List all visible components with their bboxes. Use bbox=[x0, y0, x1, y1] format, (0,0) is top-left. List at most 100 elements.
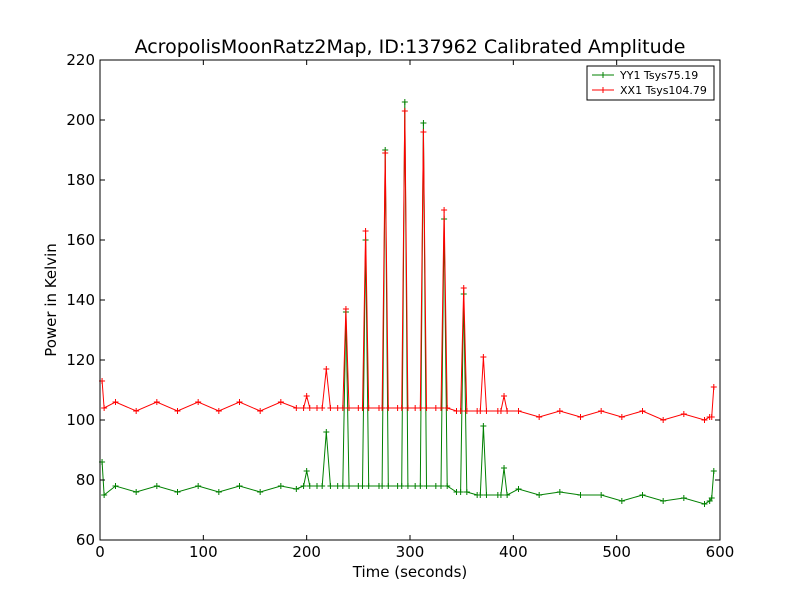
data-point bbox=[215, 489, 222, 495]
data-point bbox=[497, 408, 504, 414]
data-point bbox=[314, 405, 320, 411]
x-tick-label: 100 bbox=[189, 543, 218, 561]
data-point bbox=[639, 408, 646, 414]
data-point bbox=[710, 384, 717, 390]
data-point bbox=[112, 399, 119, 405]
data-point bbox=[618, 414, 625, 420]
data-point bbox=[444, 483, 451, 489]
series-line-1 bbox=[101, 110, 715, 421]
data-point bbox=[404, 483, 411, 489]
data-point bbox=[598, 492, 605, 498]
data-point bbox=[618, 498, 625, 504]
data-point bbox=[236, 399, 243, 405]
data-point bbox=[319, 405, 326, 411]
data-point bbox=[293, 405, 300, 411]
data-point bbox=[483, 492, 490, 498]
data-point bbox=[215, 408, 222, 414]
data-point bbox=[480, 354, 487, 360]
data-point bbox=[101, 405, 108, 411]
data-point bbox=[432, 483, 439, 489]
y-tick-label: 220 bbox=[66, 51, 95, 69]
data-point bbox=[423, 405, 430, 411]
data-point bbox=[303, 393, 310, 399]
legend-label: XX1 Tsys104.79 bbox=[620, 84, 707, 97]
data-point bbox=[417, 405, 424, 411]
data-point bbox=[277, 399, 284, 405]
data-point bbox=[708, 414, 715, 420]
data-point bbox=[701, 417, 708, 423]
data-point bbox=[438, 483, 444, 489]
data-point bbox=[515, 486, 522, 492]
data-point bbox=[306, 405, 313, 411]
data-point bbox=[334, 483, 341, 489]
data-point bbox=[460, 285, 467, 291]
data-point bbox=[556, 408, 563, 414]
x-tick-label: 400 bbox=[499, 543, 528, 561]
data-point bbox=[323, 429, 330, 435]
data-point bbox=[480, 423, 487, 429]
data-point bbox=[379, 405, 386, 411]
data-point bbox=[577, 492, 584, 498]
data-point bbox=[441, 207, 448, 213]
data-point bbox=[153, 399, 160, 405]
data-point bbox=[420, 120, 427, 126]
data-point bbox=[463, 489, 470, 495]
data-point bbox=[323, 366, 330, 372]
data-point bbox=[339, 405, 346, 411]
data-point bbox=[346, 483, 353, 489]
data-point bbox=[300, 405, 307, 411]
legend-box bbox=[586, 65, 715, 101]
data-point bbox=[382, 150, 389, 156]
data-point bbox=[342, 306, 349, 312]
data-point bbox=[314, 483, 320, 489]
data-point bbox=[639, 492, 646, 498]
data-point bbox=[385, 483, 392, 489]
data-point bbox=[483, 408, 490, 414]
data-point bbox=[417, 483, 424, 489]
data-point bbox=[327, 483, 334, 489]
data-point bbox=[423, 483, 430, 489]
data-point bbox=[412, 405, 419, 411]
data-point bbox=[504, 492, 511, 498]
data-point bbox=[404, 405, 411, 411]
data-point bbox=[359, 405, 366, 411]
data-point bbox=[379, 483, 386, 489]
data-point bbox=[133, 408, 140, 414]
data-point bbox=[365, 405, 372, 411]
y-tick-label: 80 bbox=[76, 471, 95, 489]
y-tick-label: 100 bbox=[66, 411, 95, 429]
data-point bbox=[477, 408, 484, 414]
x-axis-label: Time (seconds) bbox=[352, 563, 468, 581]
data-point bbox=[339, 483, 346, 489]
plot-area bbox=[99, 59, 721, 541]
data-point bbox=[444, 405, 451, 411]
data-point bbox=[174, 489, 181, 495]
data-point bbox=[708, 495, 715, 501]
data-point bbox=[501, 465, 508, 471]
x-tick-label: 0 bbox=[95, 543, 105, 561]
data-point bbox=[112, 483, 119, 489]
plot-frame bbox=[99, 59, 721, 541]
data-point bbox=[680, 495, 687, 501]
legend-marker bbox=[600, 87, 606, 93]
data-point bbox=[327, 405, 334, 411]
data-point bbox=[501, 393, 508, 399]
data-point bbox=[101, 492, 108, 498]
data-point bbox=[359, 483, 366, 489]
chart-title: AcropolisMoonRatz2Map, ID:137962 Calibra… bbox=[135, 36, 686, 58]
data-point bbox=[195, 399, 202, 405]
data-point bbox=[536, 414, 543, 420]
data-point bbox=[300, 483, 307, 489]
y-tick-label: 120 bbox=[66, 351, 95, 369]
data-point bbox=[680, 411, 687, 417]
data-point bbox=[362, 228, 369, 234]
y-tick-label: 60 bbox=[76, 531, 95, 549]
x-tick-label: 600 bbox=[706, 543, 735, 561]
legend-marker bbox=[600, 72, 606, 78]
data-point bbox=[457, 408, 464, 414]
data-point bbox=[401, 108, 408, 114]
data-point bbox=[497, 492, 504, 498]
x-tick-label: 200 bbox=[292, 543, 321, 561]
data-point bbox=[477, 492, 484, 498]
